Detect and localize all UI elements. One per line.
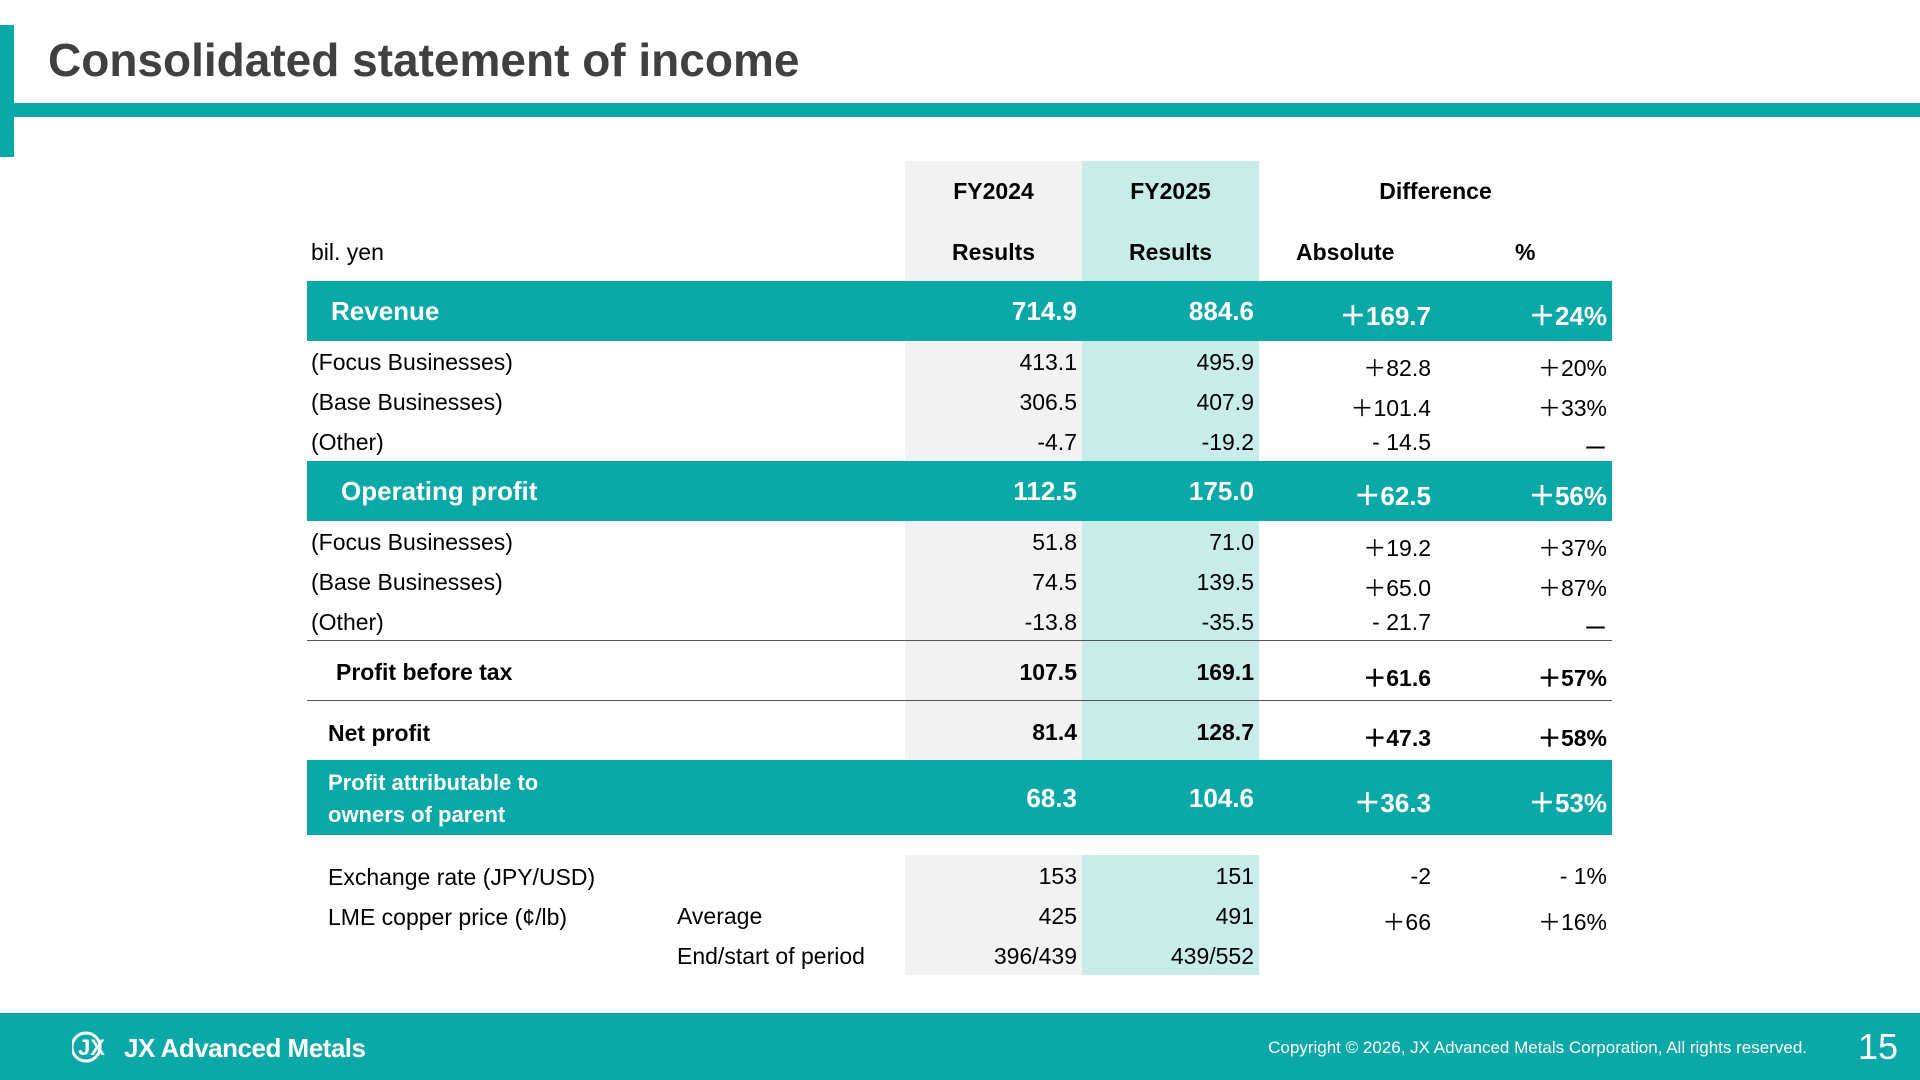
- attributable-absolute: ＋36.3: [1354, 788, 1431, 818]
- lme-average-fy2025: 491: [1215, 903, 1254, 929]
- revenue-base-percent: ＋33%: [1537, 395, 1607, 421]
- revenue-focus-fy2024: 413.1: [1019, 349, 1077, 375]
- header-absolute: Absolute: [1296, 239, 1395, 265]
- op-base-percent: ＋87%: [1537, 575, 1607, 601]
- operating-profit-fy2025: 175.0: [1188, 476, 1254, 506]
- op-other-fy2025: -35.5: [1201, 609, 1254, 635]
- lme-end-label: End/start of period: [677, 943, 865, 969]
- pbt-fy2024: 107.5: [1019, 659, 1077, 685]
- operating-profit-row: [307, 461, 1612, 521]
- op-other-percent: ー: [1584, 615, 1607, 641]
- fx-label: Exchange rate (JPY/USD): [328, 864, 596, 890]
- header-percent: %: [1515, 239, 1536, 265]
- revenue-row: [307, 281, 1612, 341]
- fx-percent: - 1%: [1559, 863, 1607, 889]
- revenue-fy2024: 714.9: [1011, 296, 1077, 326]
- net-profit-percent: ＋58%: [1537, 725, 1607, 751]
- revenue-focus-absolute: ＋82.8: [1363, 355, 1431, 381]
- pbt-percent: ＋57%: [1537, 665, 1607, 691]
- net-profit-fy2025: 128.7: [1196, 719, 1254, 745]
- revenue-focus-fy2025: 495.9: [1196, 349, 1254, 375]
- operating-profit-percent: ＋56%: [1528, 481, 1607, 511]
- attributable-fy2024: 68.3: [1026, 783, 1077, 813]
- header-difference: Difference: [1379, 178, 1492, 204]
- net-profit-absolute: ＋47.3: [1363, 725, 1431, 751]
- lme-average-fy2024: 425: [1038, 903, 1077, 929]
- fx-fy2024: 153: [1038, 863, 1077, 889]
- copyright-text: Copyright © 2026, JX Advanced Metals Cor…: [1268, 1038, 1807, 1057]
- revenue-fy2025: 884.6: [1188, 296, 1254, 326]
- operating-profit-label: Operating profit: [341, 476, 538, 506]
- title-underline: [0, 103, 1920, 117]
- operating-profit-fy2024: 112.5: [1013, 476, 1077, 506]
- lme-average-absolute: ＋66: [1382, 909, 1431, 935]
- op-focus-percent: ＋37%: [1537, 535, 1607, 561]
- op-focus-label: (Focus Businesses): [311, 529, 513, 555]
- lme-end-fy2024: 396/439: [993, 943, 1077, 969]
- jx-logo-icon: JX: [72, 1031, 105, 1063]
- header-fy2025: FY2025: [1130, 178, 1211, 204]
- lme-end-fy2025: 439/552: [1170, 943, 1254, 969]
- attributable-percent: ＋53%: [1528, 788, 1607, 818]
- revenue-other-fy2024: -4.7: [1037, 429, 1077, 455]
- op-base-label: (Base Businesses): [311, 569, 503, 595]
- op-base-absolute: ＋65.0: [1363, 575, 1431, 601]
- op-focus-fy2024: 51.8: [1032, 529, 1077, 555]
- attributable-label-line2: owners of parent: [328, 802, 506, 827]
- revenue-focus-percent: ＋20%: [1537, 355, 1607, 381]
- lme-label: LME copper price (¢/lb): [328, 904, 568, 930]
- title-accent-bar: [0, 25, 14, 157]
- revenue-other-fy2025: -19.2: [1201, 429, 1254, 455]
- op-other-absolute: - 21.7: [1372, 609, 1431, 635]
- net-profit-label: Net profit: [328, 720, 431, 746]
- header-fy2024: FY2024: [953, 178, 1034, 204]
- header-results-fy2025: Results: [1128, 239, 1213, 265]
- revenue-label: Revenue: [331, 296, 440, 326]
- op-other-fy2024: -13.8: [1024, 609, 1077, 635]
- page-number: 15: [1857, 1026, 1898, 1067]
- net-profit-fy2024: 81.4: [1032, 719, 1077, 745]
- spacer: [905, 835, 1259, 855]
- op-base-fy2024: 74.5: [1032, 569, 1077, 595]
- revenue-other-absolute: - 14.5: [1372, 429, 1431, 455]
- attributable-fy2025: 104.6: [1188, 783, 1254, 813]
- op-base-fy2025: 139.5: [1196, 569, 1254, 595]
- fx-absolute: -2: [1410, 863, 1431, 889]
- pbt-label: Profit before tax: [336, 659, 513, 685]
- revenue-base-fy2024: 306.5: [1019, 389, 1077, 415]
- revenue-base-label: (Base Businesses): [311, 389, 503, 415]
- divider-line: [307, 640, 1612, 641]
- revenue-focus-label: (Focus Businesses): [311, 349, 513, 375]
- revenue-percent: ＋24%: [1528, 301, 1607, 331]
- operating-profit-absolute: ＋62.5: [1354, 481, 1431, 511]
- pbt-fy2025: 169.1: [1196, 659, 1254, 685]
- attributable-label-line1: Profit attributable to: [328, 770, 539, 795]
- revenue-base-absolute: ＋101.4: [1350, 395, 1431, 421]
- revenue-other-percent: ー: [1584, 435, 1607, 461]
- fx-fy2025: 151: [1215, 863, 1254, 889]
- lme-average-percent: ＋16%: [1537, 909, 1607, 935]
- footer-bar: [0, 1013, 1920, 1080]
- revenue-base-fy2025: 407.9: [1196, 389, 1254, 415]
- revenue-other-label: (Other): [311, 429, 384, 455]
- pbt-absolute: ＋61.6: [1363, 665, 1431, 691]
- revenue-absolute: ＋169.7: [1339, 301, 1431, 331]
- op-focus-absolute: ＋19.2: [1363, 535, 1431, 561]
- header-results-fy2024: Results: [951, 239, 1036, 265]
- divider-line: [307, 700, 1612, 701]
- lme-average-label: Average: [677, 903, 763, 929]
- company-logo-text: JX Advanced Metals: [124, 1033, 366, 1063]
- svg-text:JX: JX: [78, 1035, 105, 1060]
- header-unit: bil. yen: [311, 239, 384, 265]
- profit-attributable-row: [307, 760, 1612, 835]
- op-other-label: (Other): [311, 609, 384, 635]
- op-focus-fy2025: 71.0: [1209, 529, 1254, 555]
- page-title: Consolidated statement of income: [48, 34, 800, 86]
